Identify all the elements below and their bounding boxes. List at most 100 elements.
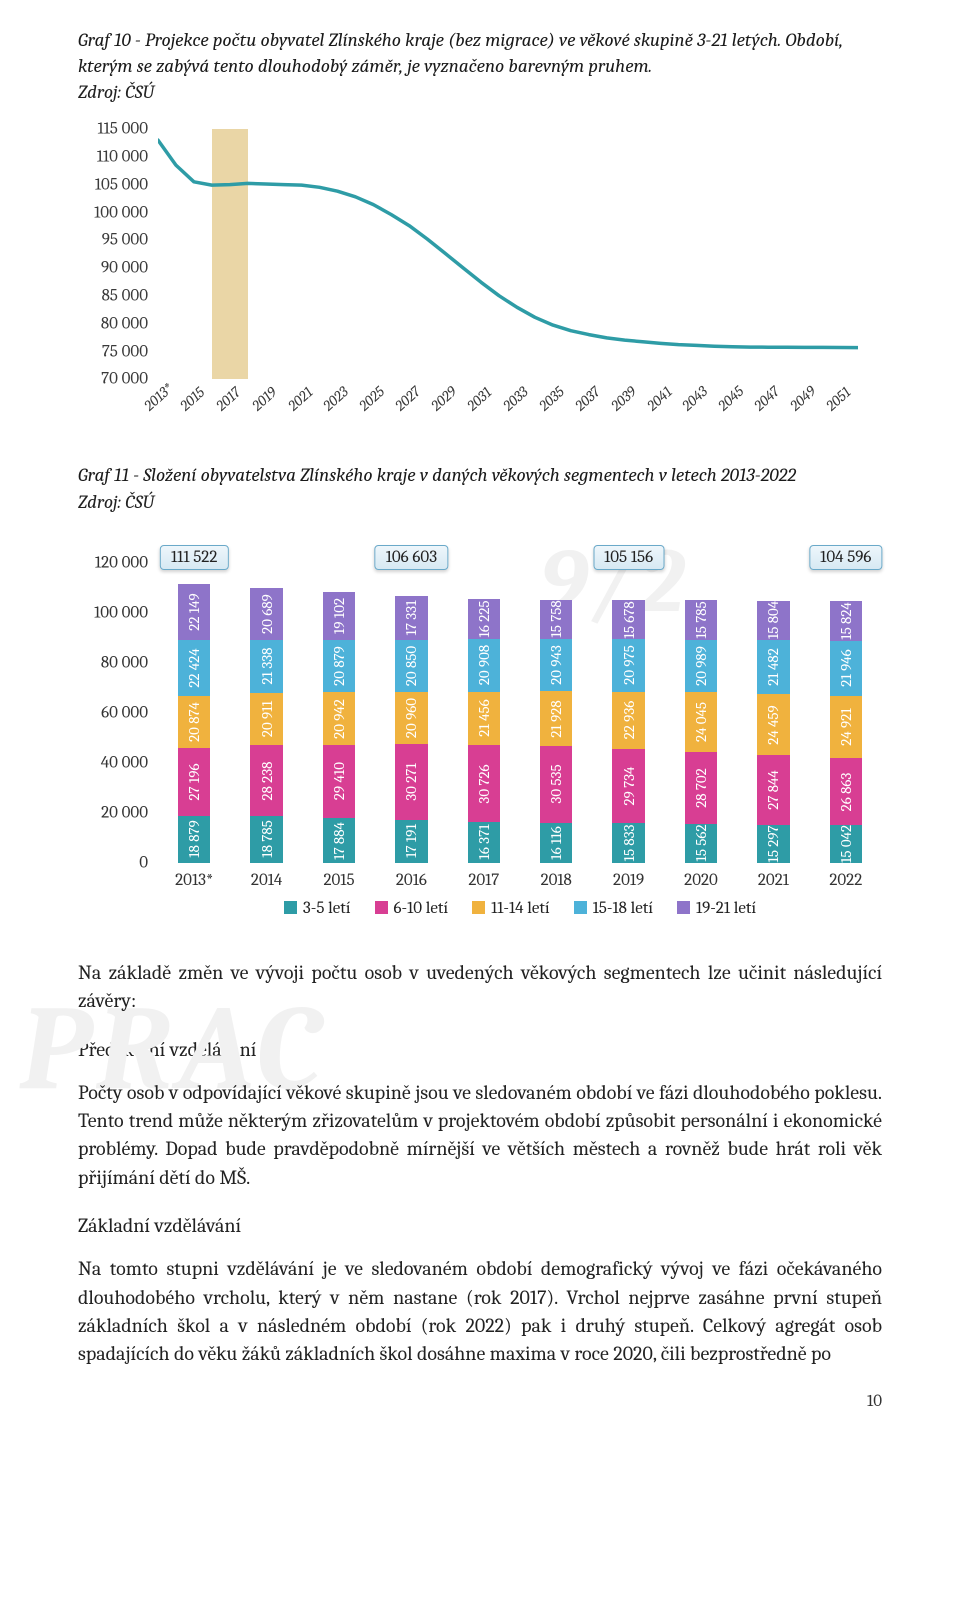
- bar-segment: 17 191: [395, 820, 428, 863]
- legend: 3-5 letí6-10 letí11-14 letí15-18 letí19-…: [158, 899, 882, 918]
- x-tick-label: 2017: [468, 871, 499, 890]
- x-tick-label: 2051: [822, 383, 854, 414]
- line-path: [158, 129, 858, 379]
- segment-value-label: 27 196: [185, 763, 203, 800]
- segment-value-label: 17 191: [402, 825, 420, 859]
- segment-value-label: 30 535: [547, 765, 565, 804]
- y-tick-label: 80 000: [101, 653, 148, 672]
- y-tick-label: 110 000: [97, 148, 148, 167]
- legend-label: 11-14 letí: [491, 899, 550, 918]
- bar-segment: 22 936: [612, 692, 645, 749]
- x-tick-label: 2023: [320, 383, 353, 415]
- bar-segment: 15 824: [830, 601, 863, 641]
- segment-value-label: 29 410: [330, 762, 348, 800]
- bar-column: 15 83329 73422 93620 97515 678: [612, 600, 645, 863]
- segment-value-label: 18 879: [185, 821, 203, 859]
- bar-segment: 21 456: [468, 692, 501, 746]
- bar-column: 18 87927 19620 87422 42422 149: [178, 584, 211, 863]
- bar-segment: 22 424: [178, 640, 211, 696]
- graf11-source: Zdroj: ČSÚ: [78, 491, 882, 513]
- segment-value-label: 21 456: [475, 700, 493, 737]
- bar-segment: 18 879: [178, 816, 211, 863]
- segment-value-label: 16 225: [475, 600, 493, 637]
- segment-value-label: 22 424: [185, 648, 203, 687]
- x-tick-label: 2039: [607, 383, 640, 415]
- bar-segment: 29 410: [323, 745, 356, 819]
- bar-column: 18 78528 23820 91121 33820 689: [250, 588, 283, 863]
- bar-segment: 30 726: [468, 745, 501, 822]
- x-tick-label: 2049: [786, 382, 819, 414]
- y-tick-label: 0: [139, 853, 148, 872]
- segment-value-label: 24 921: [837, 708, 855, 745]
- graf10-caption: Graf 10 - Projekce počtu obyvatel Zlínsk…: [78, 28, 882, 79]
- bar-segment: 29 734: [612, 749, 645, 823]
- legend-item: 6-10 letí: [375, 899, 449, 918]
- segment-value-label: 30 726: [475, 764, 493, 803]
- bar-segment: 15 833: [612, 823, 645, 863]
- bar-column: 15 04226 86324 92121 94615 824: [830, 601, 863, 862]
- bar-segment: 20 850: [395, 640, 428, 692]
- segment-value-label: 15 758: [547, 601, 565, 638]
- legend-label: 6-10 letí: [394, 899, 449, 918]
- y-tick-label: 20 000: [101, 803, 148, 822]
- bar-segment: 20 911: [250, 693, 283, 745]
- subheading-predskolni: Předškolní vzdělávání: [78, 1038, 882, 1061]
- bar-segment: 20 908: [468, 639, 501, 691]
- callout-total: 104 596: [809, 545, 882, 570]
- x-tick-label: 2047: [750, 383, 783, 415]
- bar-segment: 21 928: [540, 691, 573, 746]
- segment-value-label: 28 702: [692, 768, 710, 808]
- bar-segment: 20 989: [685, 640, 718, 692]
- segment-value-label: 15 785: [692, 601, 710, 638]
- segment-value-label: 30 271: [402, 763, 420, 801]
- segment-value-label: 16 371: [475, 825, 493, 860]
- x-tick-label: 2025: [356, 383, 389, 415]
- x-tick-label: 2029: [427, 383, 460, 415]
- segment-value-label: 20 911: [258, 701, 276, 737]
- y-tick-label: 100 000: [94, 203, 148, 222]
- segment-value-label: 29 734: [620, 767, 638, 806]
- x-tick-label: 2013*: [175, 871, 213, 890]
- y-tick-label: 95 000: [102, 231, 148, 250]
- segment-value-label: 17 884: [330, 822, 348, 860]
- x-tick-label: 2035: [535, 383, 568, 415]
- segment-value-label: 21 482: [764, 648, 782, 686]
- bar-segment: 21 482: [757, 640, 790, 694]
- segment-value-label: 20 975: [620, 646, 638, 685]
- segment-value-label: 15 562: [692, 825, 710, 862]
- callout-total: 105 156: [593, 545, 664, 570]
- segment-value-label: 28 238: [258, 761, 276, 800]
- bar-segment: 15 562: [685, 824, 718, 863]
- y-tick-label: 115 000: [98, 120, 149, 139]
- legend-item: 19-21 letí: [677, 899, 756, 918]
- bar-column: 17 191 30 271 20 960 20 850 17 331: [395, 596, 428, 863]
- bar-segment: 20 960: [395, 692, 428, 744]
- segment-value-label: 20 943: [547, 646, 565, 686]
- x-tick-label: 2015: [176, 383, 208, 414]
- x-tick-label: 2045: [715, 382, 748, 414]
- bar-column: 15 562 28 702 24 04520 989 15 785: [685, 600, 718, 863]
- y-tick-label: 80 000: [101, 314, 148, 333]
- bar-segment: 17 331: [395, 596, 428, 639]
- x-tick-label: 2021: [284, 383, 316, 414]
- segment-value-label: 20 908: [475, 645, 493, 685]
- x-tick-label: 2043: [679, 383, 712, 415]
- bar-segment: 15 042: [830, 825, 863, 863]
- segment-value-label: 20 850: [402, 646, 420, 686]
- y-tick-label: 40 000: [101, 753, 148, 772]
- x-tick-label: 2031: [463, 383, 495, 414]
- segment-value-label: 20 942: [330, 699, 348, 739]
- bar-column: 16 11630 53521 92820 94315 758: [540, 600, 573, 863]
- y-tick-label: 75 000: [102, 342, 148, 361]
- bar-segment: 21 946: [830, 641, 863, 696]
- x-tick-label: 2033: [499, 383, 531, 415]
- bar-segment: 19 102: [323, 592, 356, 640]
- segment-value-label: 20 689: [258, 594, 276, 634]
- bar-segment: 24 045: [685, 692, 718, 752]
- bar-segment: 24 459: [757, 694, 790, 755]
- x-tick-label: 2037: [571, 383, 603, 415]
- legend-swatch: [375, 901, 388, 914]
- bar-segment: 22 149: [178, 584, 211, 639]
- legend-item: 3-5 letí: [284, 899, 351, 918]
- y-tick-label: 120 000: [95, 553, 148, 572]
